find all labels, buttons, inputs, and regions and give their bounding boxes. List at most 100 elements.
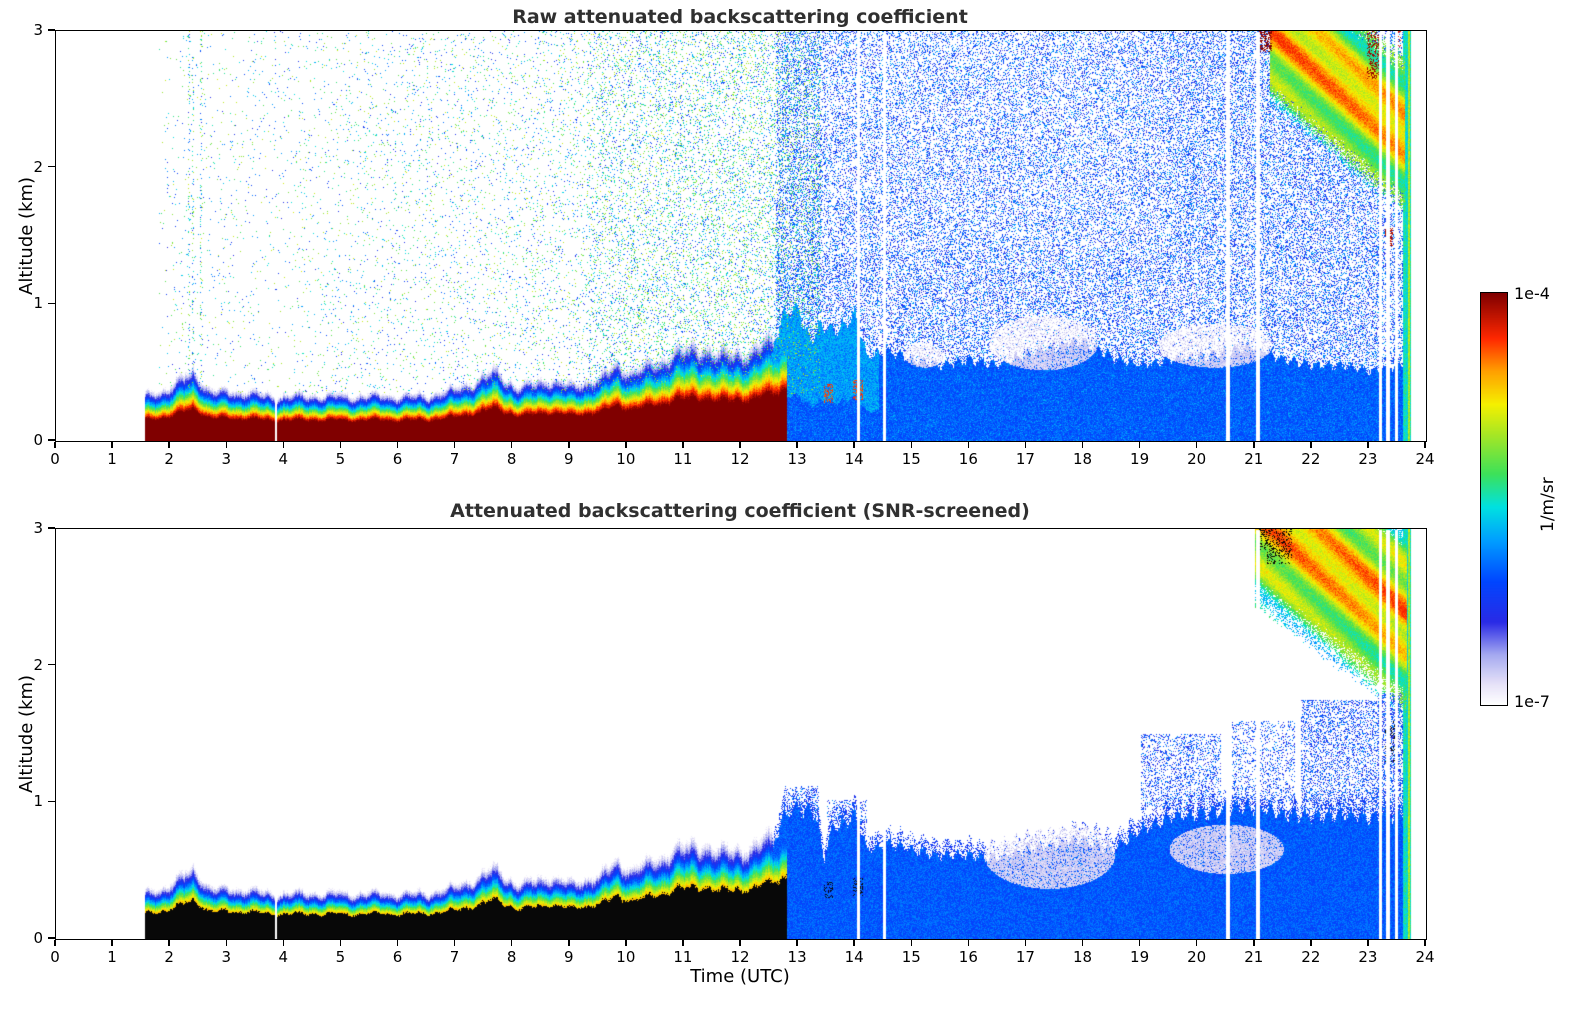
y-tick: [48, 439, 55, 441]
x-tick-label: 6: [392, 948, 403, 966]
x-tick: [54, 441, 56, 448]
x-tick-label: 5: [335, 948, 346, 966]
raw-heatmap-canvas: [56, 31, 1426, 441]
x-tick: [510, 441, 513, 448]
x-tick: [1424, 939, 1426, 946]
x-tick-label: 10: [616, 450, 636, 468]
y-tick: [48, 29, 55, 31]
x-tick: [225, 939, 227, 946]
x-tick-label: 10: [616, 948, 636, 966]
x-tick-label: 6: [392, 450, 403, 468]
x-tick: [1138, 939, 1141, 946]
x-tick: [225, 441, 227, 448]
y-tick: [48, 165, 55, 168]
x-tick: [339, 939, 342, 946]
x-tick-label: 11: [673, 948, 693, 966]
x-tick: [1138, 441, 1141, 448]
x-tick-label: 7: [449, 948, 460, 966]
x-tick: [1081, 939, 1084, 946]
x-tick-label: 8: [506, 948, 517, 966]
x-tick-label: 1: [107, 450, 117, 468]
x-tick-label: 8: [506, 450, 517, 468]
x-tick: [1024, 441, 1027, 448]
x-tick: [796, 441, 798, 448]
x-tick-label: 15: [901, 450, 921, 468]
x-tick-label: 18: [1072, 948, 1093, 966]
x-tick: [396, 939, 399, 946]
x-tick-label: 21: [1244, 948, 1264, 966]
colorbar-gradient: [1481, 293, 1507, 705]
raw-panel-title: Raw attenuated backscattering coefficien…: [512, 6, 968, 28]
x-tick-label: 3: [221, 450, 232, 468]
x-tick-label: 19: [1130, 450, 1150, 468]
y-tick: [48, 937, 55, 939]
x-tick: [682, 939, 684, 946]
x-tick-label: 24: [1415, 450, 1435, 468]
x-tick-label: 7: [449, 450, 460, 468]
x-tick: [1081, 441, 1084, 448]
x-tick: [568, 939, 570, 946]
colorbar: [1480, 292, 1508, 706]
colorbar-unit-label: 1/m/sr: [1538, 477, 1558, 532]
x-tick-label: 19: [1130, 948, 1150, 966]
x-tick-label: 14: [844, 450, 864, 468]
x-tick: [111, 441, 113, 448]
x-tick: [1253, 939, 1255, 946]
x-tick: [282, 441, 285, 448]
y-tick: [48, 302, 55, 305]
x-tick: [1024, 939, 1027, 946]
x-tick-label: 3: [221, 948, 232, 966]
x-tick: [625, 939, 627, 946]
x-tick: [853, 441, 855, 448]
y-tick-label: 3: [33, 21, 43, 39]
y-tick: [48, 527, 55, 529]
x-tick: [853, 939, 855, 946]
x-tick-label: 1: [107, 948, 117, 966]
x-tick: [54, 939, 56, 946]
x-tick-label: 2: [164, 450, 174, 468]
y-tick-label: 0: [33, 431, 43, 449]
x-tick-label: 23: [1358, 948, 1378, 966]
x-axis-label: Time (UTC): [690, 966, 790, 987]
screened-heatmap-canvas: [56, 529, 1426, 939]
y-tick-label: 1: [33, 294, 43, 313]
x-tick-label: 0: [50, 948, 60, 966]
x-tick: [796, 939, 798, 946]
x-tick: [967, 939, 970, 946]
x-tick-label: 22: [1301, 450, 1321, 468]
x-tick: [1195, 441, 1198, 448]
x-tick: [682, 441, 684, 448]
x-tick-label: 17: [1015, 948, 1035, 966]
x-tick: [396, 441, 399, 448]
x-tick-label: 0: [50, 450, 60, 468]
x-tick: [910, 441, 912, 448]
y-axis-label-top: Altitude (km): [16, 176, 37, 295]
y-tick: [48, 800, 55, 803]
x-tick-label: 4: [278, 450, 289, 468]
y-axis-label-bottom: Altitude (km): [16, 674, 37, 793]
x-tick-label: 5: [335, 450, 346, 468]
x-tick-label: 13: [787, 948, 807, 966]
x-tick-label: 9: [563, 450, 574, 468]
x-tick: [739, 441, 741, 448]
x-tick-label: 12: [730, 948, 750, 966]
x-tick-label: 23: [1358, 450, 1378, 468]
x-tick-label: 18: [1072, 450, 1093, 468]
x-tick: [739, 939, 741, 946]
x-tick-label: 15: [901, 948, 921, 966]
x-tick-label: 21: [1244, 450, 1264, 468]
x-tick: [967, 441, 970, 448]
x-tick: [1367, 441, 1369, 448]
y-tick-label: 3: [33, 519, 43, 537]
x-tick: [453, 939, 456, 946]
x-tick: [1367, 939, 1369, 946]
screened-panel-title: Attenuated backscattering coefficient (S…: [450, 500, 1030, 522]
x-tick: [453, 441, 456, 448]
x-tick-label: 20: [1187, 948, 1207, 966]
x-tick-label: 11: [673, 450, 693, 468]
x-tick: [1424, 441, 1426, 448]
y-tick: [48, 663, 55, 666]
x-tick: [339, 441, 342, 448]
screened-heatmap-plot: [55, 528, 1427, 940]
